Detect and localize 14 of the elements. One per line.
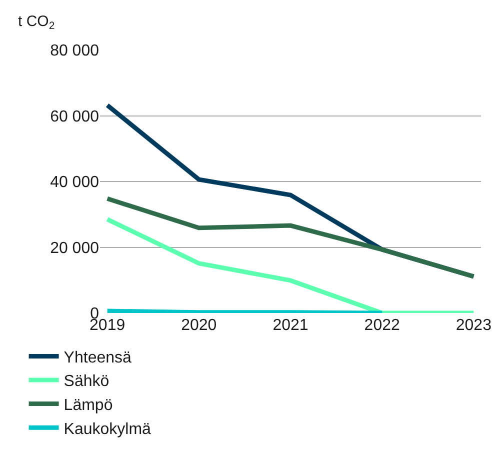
legend-label: Yhteensä bbox=[64, 349, 132, 366]
x-tick-label: 2021 bbox=[272, 317, 308, 334]
y-axis-title: t CO$_{2}$ bbox=[18, 13, 55, 32]
y-tick-label: 20 000 bbox=[50, 240, 100, 257]
legend-label: Lämpö bbox=[64, 397, 113, 414]
line-series bbox=[105, 217, 476, 313]
x-tick-label: 2023 bbox=[456, 317, 492, 334]
y-tick-label: 60 000 bbox=[50, 108, 100, 126]
legend-label: Kaukokylmä bbox=[64, 420, 152, 438]
x-tick-label: 2022 bbox=[364, 317, 400, 334]
x-tick-label: 2020 bbox=[181, 317, 217, 334]
line-series bbox=[105, 196, 476, 279]
y-tick-label: 40 000 bbox=[50, 174, 100, 192]
y-tick-label: 80 000 bbox=[50, 42, 100, 60]
